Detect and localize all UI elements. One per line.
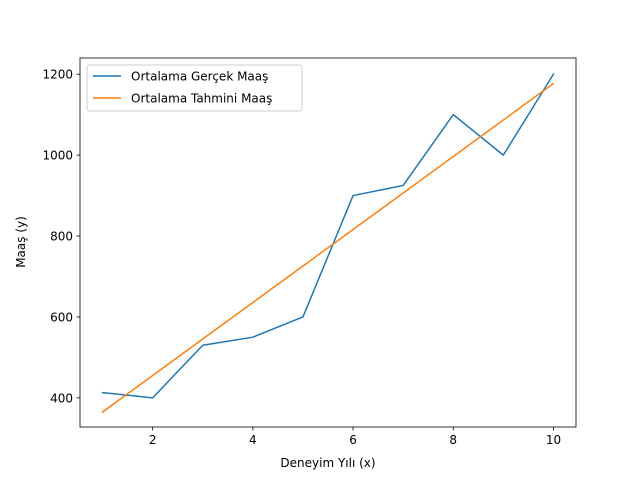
- series-line-predicted: [101, 82, 555, 414]
- x-tick-label: 10: [546, 433, 561, 447]
- y-axis-label: Maaş (y): [14, 216, 28, 268]
- x-tick-label: 2: [149, 433, 157, 447]
- y-axis-ticks: 400 600 800 1000 1200: [42, 68, 80, 405]
- y-tick-label: 1000: [42, 149, 73, 163]
- y-tick-label: 600: [50, 310, 73, 324]
- legend-label-predicted: Ortalama Tahmini Maaş: [131, 92, 272, 106]
- series-line-actual: [101, 73, 555, 399]
- chart-series: [101, 73, 555, 414]
- x-tick-label: 8: [449, 433, 457, 447]
- plot-frame: [79, 57, 577, 428]
- x-axis-ticks: 2 4 6 8 10: [149, 427, 561, 447]
- y-tick-label: 400: [50, 391, 73, 405]
- y-tick-label: 1200: [42, 68, 73, 82]
- x-tick-label: 6: [349, 433, 357, 447]
- y-tick-label: 800: [50, 230, 73, 244]
- x-axis-label: Deneyim Yılı (x): [280, 456, 375, 470]
- legend-box: [86, 64, 303, 112]
- legend-label-actual: Ortalama Gerçek Maaş: [131, 70, 268, 84]
- x-tick-label: 4: [249, 433, 257, 447]
- legend: Ortalama Gerçek Maaş Ortalama Tahmini Ma…: [86, 64, 303, 112]
